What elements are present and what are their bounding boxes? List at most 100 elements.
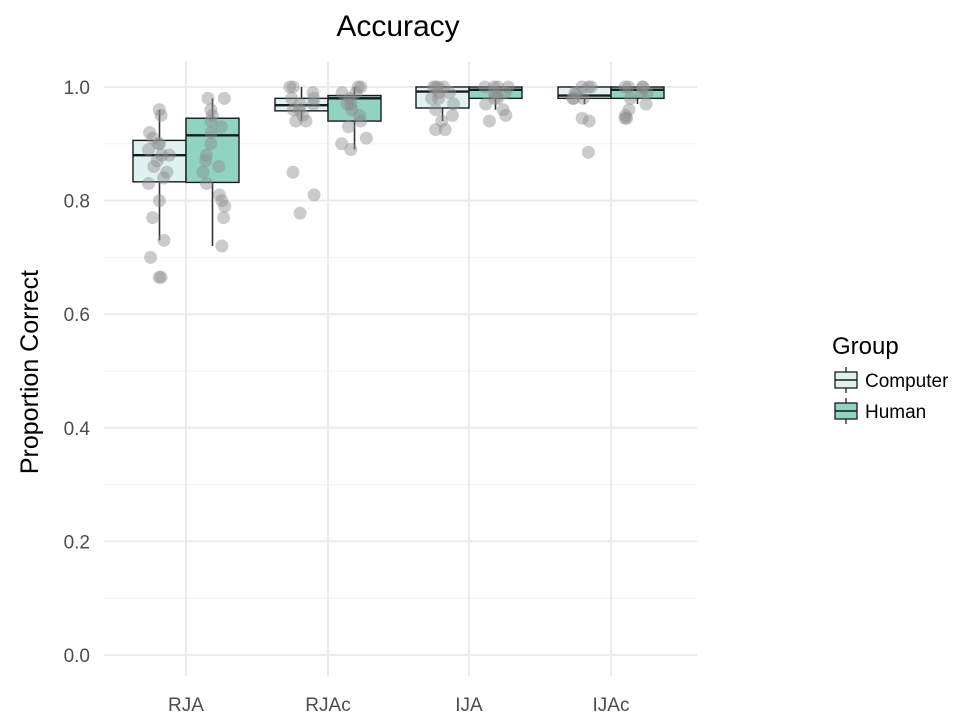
data-point bbox=[307, 91, 321, 105]
data-point bbox=[217, 211, 231, 225]
data-point bbox=[218, 199, 232, 213]
boxplot-human-ijac bbox=[610, 86, 665, 105]
data-point bbox=[443, 86, 457, 100]
axes: 0.0 0.2 0.4 0.6 0.8 1.0 RJA RJAc IJA IJAc bbox=[64, 78, 630, 716]
legend-title: Group bbox=[832, 333, 899, 360]
iqr-box bbox=[610, 86, 665, 100]
data-point bbox=[496, 103, 510, 117]
legend-item-computer: Computer bbox=[834, 367, 949, 393]
data-point bbox=[622, 103, 636, 117]
data-point bbox=[285, 91, 299, 105]
data-point bbox=[429, 80, 443, 94]
data-point bbox=[352, 108, 366, 122]
data-point bbox=[618, 111, 632, 125]
data-point bbox=[151, 137, 165, 151]
chart-title: Accuracy bbox=[336, 10, 459, 43]
data-point bbox=[568, 86, 582, 100]
data-point bbox=[153, 137, 167, 151]
data-point bbox=[618, 108, 632, 122]
data-point bbox=[146, 131, 160, 145]
data-point bbox=[147, 160, 161, 174]
data-point bbox=[623, 91, 637, 105]
data-point bbox=[199, 148, 213, 162]
data-point bbox=[447, 97, 461, 111]
y-tick-label: 0.4 bbox=[64, 419, 91, 440]
data-point bbox=[581, 80, 595, 94]
x-tick-label: IJAc bbox=[593, 695, 630, 716]
data-point bbox=[335, 86, 349, 100]
data-point bbox=[215, 239, 229, 253]
data-point bbox=[635, 86, 649, 100]
data-point bbox=[575, 111, 589, 125]
boxplot-human-ija bbox=[468, 86, 523, 110]
iqr-box bbox=[468, 86, 523, 100]
iqr-box bbox=[185, 117, 240, 184]
data-point bbox=[150, 154, 164, 168]
data-point bbox=[212, 160, 226, 174]
data-point bbox=[431, 80, 445, 94]
data-point bbox=[438, 123, 452, 137]
data-point bbox=[160, 165, 174, 179]
data-point bbox=[429, 123, 443, 137]
box-plots bbox=[132, 86, 665, 247]
data-point bbox=[341, 120, 355, 134]
y-axis-label: Proportion Correct bbox=[16, 270, 44, 474]
data-point bbox=[340, 97, 354, 111]
y-tick-label: 1.0 bbox=[64, 78, 90, 99]
data-point bbox=[349, 86, 363, 100]
data-point bbox=[576, 91, 590, 105]
data-point bbox=[478, 80, 492, 94]
data-point bbox=[162, 148, 176, 162]
data-point bbox=[432, 91, 446, 105]
data-point bbox=[344, 142, 358, 156]
data-point bbox=[286, 165, 300, 179]
data-point bbox=[204, 125, 218, 139]
data-point bbox=[157, 171, 171, 185]
data-point bbox=[581, 145, 595, 159]
legend-item-human: Human bbox=[834, 398, 926, 424]
data-point bbox=[425, 91, 439, 105]
data-point bbox=[351, 80, 365, 94]
data-point bbox=[354, 80, 368, 94]
x-tick-label: RJA bbox=[168, 695, 204, 716]
data-point bbox=[292, 103, 306, 117]
data-point bbox=[306, 86, 320, 100]
data-point bbox=[155, 148, 169, 162]
data-point bbox=[639, 97, 653, 111]
data-point bbox=[205, 108, 219, 122]
data-point bbox=[154, 270, 168, 284]
boxplot-human-rja bbox=[185, 98, 240, 247]
data-point bbox=[142, 142, 156, 156]
data-point bbox=[201, 91, 215, 105]
legend: Group Computer Human bbox=[832, 333, 949, 424]
data-point bbox=[200, 177, 214, 191]
data-point bbox=[217, 91, 231, 105]
data-point bbox=[146, 211, 160, 225]
data-point bbox=[437, 80, 451, 94]
boxplot-computer-rja bbox=[132, 109, 187, 241]
iqr-box bbox=[132, 139, 187, 183]
data-point bbox=[622, 80, 636, 94]
data-point bbox=[482, 114, 496, 128]
data-point bbox=[491, 91, 505, 105]
data-point bbox=[575, 80, 589, 94]
data-point bbox=[335, 137, 349, 151]
data-point bbox=[307, 188, 321, 202]
data-point bbox=[498, 86, 512, 100]
data-point bbox=[584, 80, 598, 94]
data-point bbox=[152, 103, 166, 117]
data-point bbox=[640, 86, 654, 100]
x-tick-label: IJA bbox=[455, 695, 483, 716]
data-point bbox=[293, 206, 307, 220]
data-point bbox=[152, 270, 166, 284]
data-point bbox=[426, 80, 440, 94]
boxplot-human-rjac bbox=[327, 87, 382, 150]
data-point bbox=[620, 111, 634, 125]
data-point bbox=[567, 91, 581, 105]
data-point bbox=[212, 188, 226, 202]
data-point bbox=[143, 125, 157, 139]
legend-label: Computer bbox=[865, 371, 949, 392]
data-point bbox=[196, 165, 210, 179]
data-point bbox=[488, 91, 502, 105]
data-point bbox=[487, 86, 501, 100]
